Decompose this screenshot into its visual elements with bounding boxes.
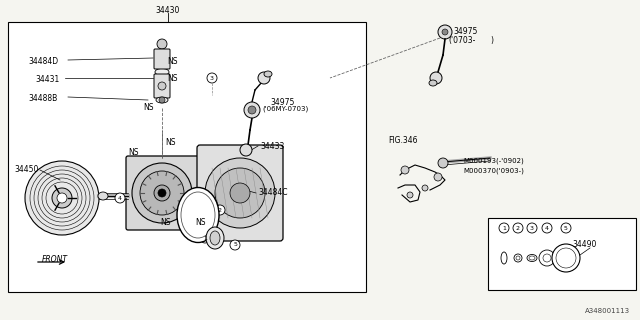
Circle shape	[57, 193, 67, 203]
Circle shape	[514, 254, 522, 262]
Text: NS: NS	[167, 74, 177, 83]
Text: 4: 4	[118, 196, 122, 201]
Circle shape	[438, 25, 452, 39]
Text: NS: NS	[128, 148, 138, 157]
Text: NS: NS	[165, 138, 175, 147]
Ellipse shape	[155, 68, 169, 76]
Circle shape	[207, 73, 217, 83]
Circle shape	[499, 223, 509, 233]
Text: M000370('0903-): M000370('0903-)	[463, 168, 524, 174]
FancyBboxPatch shape	[197, 145, 283, 241]
Circle shape	[140, 171, 184, 215]
FancyBboxPatch shape	[126, 156, 202, 230]
Ellipse shape	[206, 227, 224, 249]
Circle shape	[205, 158, 275, 228]
Circle shape	[438, 158, 448, 168]
Circle shape	[215, 168, 265, 218]
Circle shape	[513, 223, 523, 233]
Text: ): )	[490, 36, 493, 45]
Circle shape	[158, 82, 166, 90]
Circle shape	[442, 29, 448, 35]
Text: 2: 2	[516, 226, 520, 230]
Ellipse shape	[527, 254, 537, 261]
Circle shape	[132, 163, 192, 223]
Circle shape	[258, 72, 270, 84]
Circle shape	[401, 166, 409, 174]
Text: NS: NS	[160, 218, 170, 227]
Circle shape	[230, 240, 240, 250]
Ellipse shape	[429, 80, 437, 86]
Text: NS: NS	[143, 103, 154, 112]
Text: 34450: 34450	[14, 165, 38, 174]
Bar	[488, 218, 636, 290]
Circle shape	[248, 106, 256, 114]
Ellipse shape	[529, 256, 535, 260]
Circle shape	[154, 185, 170, 201]
FancyBboxPatch shape	[154, 74, 170, 98]
Ellipse shape	[501, 252, 507, 264]
Circle shape	[200, 233, 210, 243]
Circle shape	[422, 185, 428, 191]
Ellipse shape	[264, 71, 272, 77]
Circle shape	[542, 223, 552, 233]
Circle shape	[552, 244, 580, 272]
Text: ('06MY-0703): ('06MY-0703)	[262, 106, 308, 113]
Text: 2: 2	[218, 207, 222, 212]
Text: NS: NS	[167, 57, 177, 66]
Circle shape	[430, 72, 442, 84]
Circle shape	[543, 254, 551, 262]
Text: 1: 1	[502, 226, 506, 230]
Circle shape	[157, 39, 167, 49]
Circle shape	[539, 250, 555, 266]
Text: 34975: 34975	[453, 27, 477, 36]
Text: M000193(-'0902): M000193(-'0902)	[463, 158, 524, 164]
FancyBboxPatch shape	[154, 49, 170, 69]
Text: 34484C: 34484C	[258, 188, 287, 197]
Text: 5: 5	[233, 243, 237, 247]
Circle shape	[556, 248, 576, 268]
Text: ('0703-: ('0703-	[448, 36, 476, 45]
Text: 34488B: 34488B	[28, 94, 57, 103]
Text: 1: 1	[203, 236, 207, 241]
Circle shape	[434, 173, 442, 181]
Text: 4: 4	[545, 226, 549, 230]
Text: 34490: 34490	[572, 240, 596, 249]
Circle shape	[25, 161, 99, 235]
Text: 3: 3	[210, 76, 214, 81]
Text: FRONT: FRONT	[42, 255, 68, 264]
Ellipse shape	[156, 97, 168, 103]
Text: NS: NS	[195, 218, 205, 227]
Circle shape	[230, 183, 250, 203]
Circle shape	[407, 192, 413, 198]
Ellipse shape	[210, 231, 220, 245]
Text: 3: 3	[530, 226, 534, 230]
Circle shape	[561, 223, 571, 233]
Text: FIG.346: FIG.346	[388, 136, 417, 145]
Text: 34484D: 34484D	[28, 57, 58, 66]
Circle shape	[516, 256, 520, 260]
Text: A348001113: A348001113	[585, 308, 630, 314]
Circle shape	[244, 102, 260, 118]
Circle shape	[240, 144, 252, 156]
Circle shape	[115, 193, 125, 203]
Ellipse shape	[177, 188, 219, 243]
Circle shape	[52, 188, 72, 208]
Bar	[8, 22, 366, 292]
Circle shape	[527, 223, 537, 233]
Circle shape	[215, 205, 225, 215]
Circle shape	[158, 189, 166, 197]
Text: 34431: 34431	[35, 75, 60, 84]
Text: 34433: 34433	[260, 142, 284, 151]
Text: 34430: 34430	[156, 6, 180, 15]
Circle shape	[159, 97, 165, 103]
Text: 5: 5	[564, 226, 568, 230]
Text: 34975: 34975	[270, 98, 294, 107]
Ellipse shape	[98, 192, 108, 200]
